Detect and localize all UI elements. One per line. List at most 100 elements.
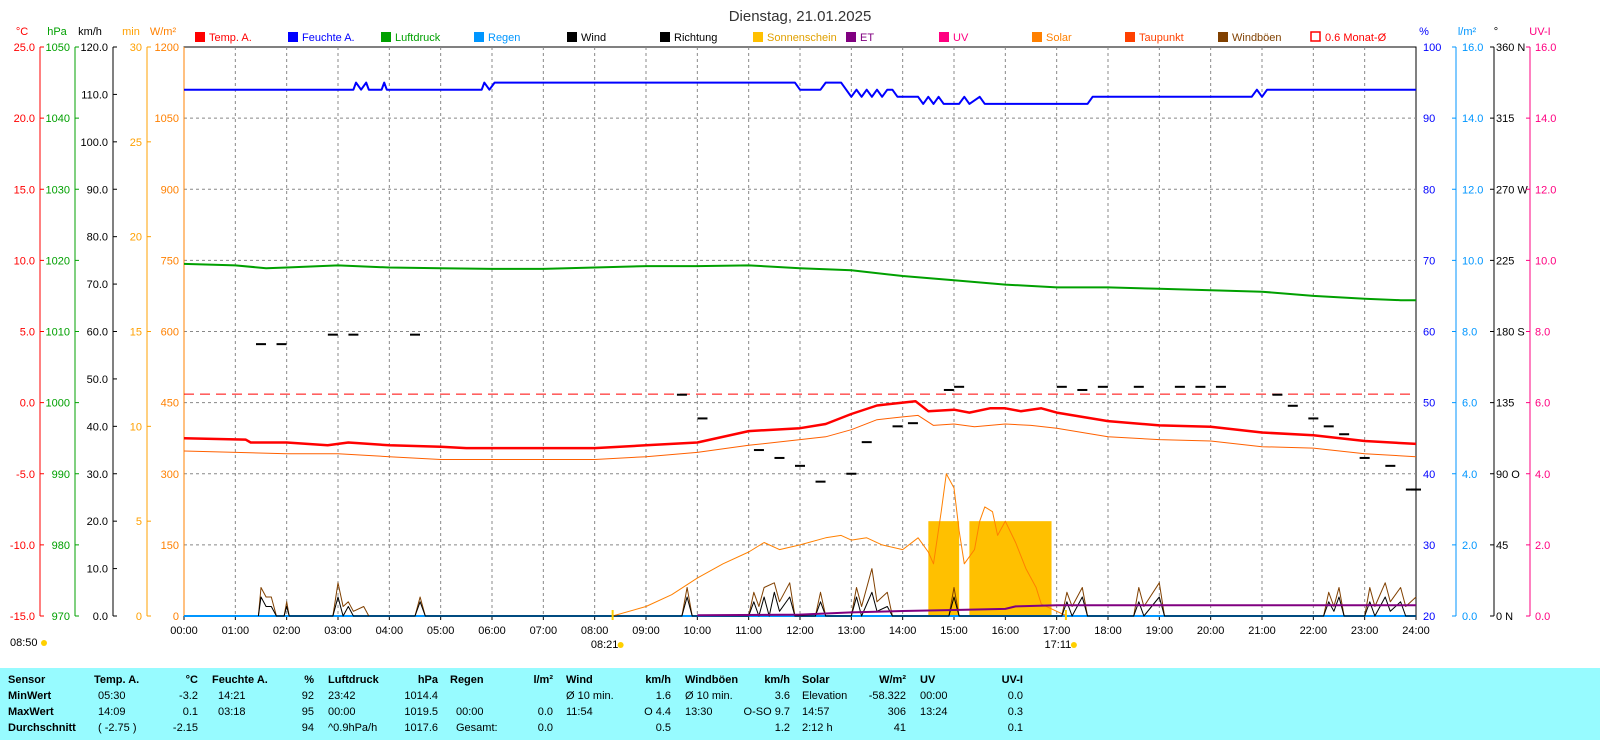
summary-unit-gust: km/h <box>764 674 790 686</box>
summary-uv-value: 0.1 <box>1007 722 1023 734</box>
summary-temp-label: 05:30 <box>98 690 126 702</box>
axis-tick-label: -10.0 <box>10 540 35 552</box>
summary-temp-value: -2.15 <box>172 722 198 734</box>
grid <box>183 46 1417 617</box>
axis-tick-label: 10.0 <box>1462 255 1483 267</box>
x-tick-label: 13:00 <box>838 625 866 637</box>
axis-tick-label: -5.0 <box>16 469 35 481</box>
axis-tick-label: 0.0 <box>93 611 108 623</box>
sunset-label: 17:11 <box>1045 639 1072 651</box>
summary-unit-hum: % <box>304 674 314 686</box>
direction-marker <box>943 388 954 391</box>
summary-press-label: ^0.9hPa/h <box>328 722 378 734</box>
summary-header-gust: Windböen <box>685 674 739 686</box>
axis-tick-label: 980 <box>52 540 70 552</box>
summary-uv-value: 0.0 <box>1007 690 1023 702</box>
axis-tick-label: 40 <box>1423 469 1435 481</box>
summary-rain-value: 0.0 <box>537 706 553 718</box>
axis-tick-label: 100.0 <box>80 137 108 149</box>
series-et <box>697 604 1416 617</box>
legend-label: 0.6 Monat-Ø <box>1325 32 1387 44</box>
summary-gust-label: 13:30 <box>685 706 713 718</box>
axis-tick-label: 50.0 <box>87 374 108 386</box>
sun-markers: 08:21 17:11 08:50 <box>10 610 1077 651</box>
legend-label: Solar <box>1046 32 1072 44</box>
summary-solar-value: 306 <box>887 706 906 718</box>
x-tick-label: 01:00 <box>222 625 250 637</box>
summary-temp-value: -3.2 <box>179 690 198 702</box>
axis-tick-label: 1040 <box>46 113 70 125</box>
x-tick-label: 15:00 <box>940 625 968 637</box>
axis-tick-label: 90 O <box>1496 469 1520 481</box>
axis-tick-label: 100 <box>1423 42 1441 54</box>
summary-press-value: 1014.4 <box>404 690 438 702</box>
summary-press-label: 00:00 <box>328 706 356 718</box>
legend-label: Taupunkt <box>1139 32 1184 44</box>
x-tick-label: 16:00 <box>992 625 1020 637</box>
x-tick-label: 00:00 <box>170 625 198 637</box>
x-tick-label: 11:00 <box>735 625 762 637</box>
x-tick-label: 06:00 <box>478 625 506 637</box>
axis-tick-label: 50 <box>1423 398 1435 410</box>
direction-marker <box>1339 433 1350 436</box>
direction-markers <box>256 333 1421 491</box>
x-tick-label: 18:00 <box>1094 625 1122 637</box>
axis-unit: hPa <box>47 26 67 38</box>
legend-swatch <box>753 32 763 42</box>
summary-rain-value: 0.0 <box>537 722 553 734</box>
direction-marker <box>1287 404 1298 407</box>
direction-marker <box>1195 385 1206 388</box>
summary-wind-value: 1.6 <box>655 690 671 702</box>
summary-hum-value: 95 <box>301 706 314 718</box>
summary-gust-value: 3.6 <box>774 690 790 702</box>
legend-swatch <box>381 32 391 42</box>
sun-icon <box>1070 642 1077 648</box>
series-taupunkt <box>183 414 1417 460</box>
axis-tick-label: 150 <box>161 540 179 552</box>
summary-temp-value: 0.1 <box>182 706 198 718</box>
axis-tick-label: 80.0 <box>87 232 108 244</box>
direction-marker <box>1133 385 1144 388</box>
summary-hum-value: 92 <box>301 690 314 702</box>
direction-marker <box>1272 393 1283 396</box>
summary-wind-value: O 4.4 <box>644 706 671 718</box>
legend-label: ET <box>860 32 874 44</box>
axis-tick-label: 1050 <box>155 113 179 125</box>
axis-tick-label: 40.0 <box>87 421 108 433</box>
axis-tick-label: 70 <box>1423 255 1435 267</box>
row-label-min: MinWert <box>8 690 52 702</box>
sunshine-bar <box>969 521 1052 616</box>
direction-marker <box>846 472 857 475</box>
summary-press-value: 1019.5 <box>404 706 438 718</box>
summary-uv-label: 00:00 <box>920 690 948 702</box>
summary-wind-label: 11:54 <box>566 706 593 718</box>
direction-marker <box>1308 417 1319 420</box>
axis-tick-label: 225 <box>1496 255 1514 267</box>
axis-tick-label: 12.0 <box>1535 184 1556 196</box>
direction-marker <box>795 464 805 467</box>
x-tick-label: 20:00 <box>1197 625 1225 637</box>
direction-marker <box>1323 425 1334 428</box>
axis-tick-label: 12.0 <box>1462 184 1483 196</box>
axis-tick-label: 2.0 <box>1535 540 1550 552</box>
axis-tick-label: 30 <box>130 42 142 54</box>
legend-label: Richtung <box>674 32 717 44</box>
x-tick-label: 08:00 <box>581 625 609 637</box>
axis-tick-label: 0.0 <box>1535 611 1550 623</box>
axis-tick-label: 60.0 <box>87 327 108 339</box>
axis-tick-label: 360 N <box>1496 42 1525 54</box>
axis-tick-label: -15.0 <box>10 611 35 623</box>
axis-tick-label: 1030 <box>46 184 70 196</box>
summary-solar-label: 2:12 h <box>802 722 833 734</box>
axis-tick-label: 30.0 <box>87 469 108 481</box>
direction-marker <box>1056 385 1067 388</box>
x-tick-label: 03:00 <box>324 625 352 637</box>
axis-tick-label: 1000 <box>46 398 70 410</box>
x-tick-label: 19:00 <box>1146 625 1174 637</box>
legend-swatch <box>939 32 949 42</box>
axis-tick-label: 10 <box>130 421 142 433</box>
axis-tick-label: 25.0 <box>14 42 35 54</box>
axis-tick-label: 970 <box>52 611 70 623</box>
axis-tick-label: 2.0 <box>1462 540 1477 552</box>
sun-icon <box>41 640 47 646</box>
